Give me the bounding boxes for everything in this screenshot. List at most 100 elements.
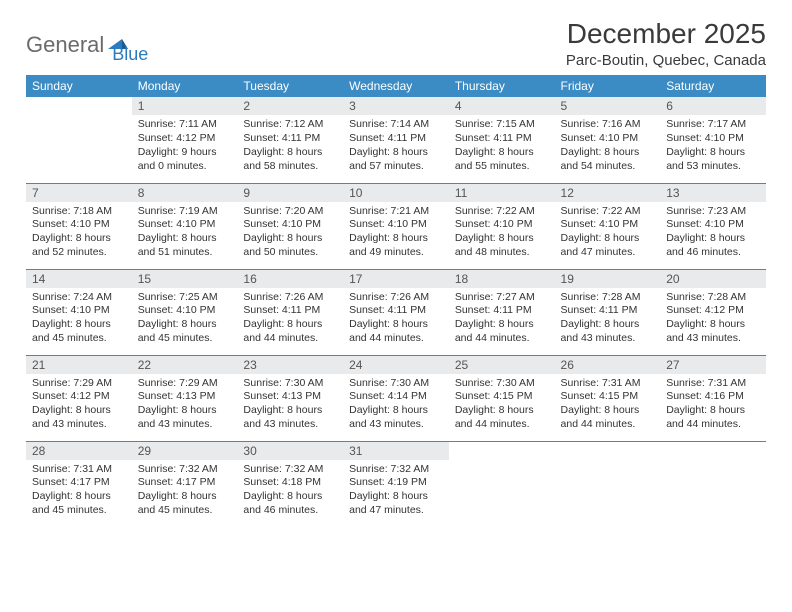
sunrise-text: Sunrise: 7:32 AM (138, 463, 232, 477)
sunrise-text: Sunrise: 7:11 AM (138, 118, 232, 132)
day-cell: 12Sunrise: 7:22 AMSunset: 4:10 PMDayligh… (555, 183, 661, 269)
day-content: Sunrise: 7:14 AMSunset: 4:11 PMDaylight:… (343, 115, 449, 177)
sunset-text: Sunset: 4:10 PM (138, 304, 232, 318)
sunset-text: Sunset: 4:14 PM (349, 390, 443, 404)
daylight-text: Daylight: 8 hours and 44 minutes. (666, 404, 760, 432)
daylight-text: Daylight: 8 hours and 48 minutes. (455, 232, 549, 260)
day-content: Sunrise: 7:32 AMSunset: 4:17 PMDaylight:… (132, 460, 238, 522)
day-number: 23 (237, 356, 343, 374)
sunset-text: Sunset: 4:15 PM (561, 390, 655, 404)
day-content: Sunrise: 7:11 AMSunset: 4:12 PMDaylight:… (132, 115, 238, 177)
sunset-text: Sunset: 4:10 PM (349, 218, 443, 232)
day-content: Sunrise: 7:31 AMSunset: 4:17 PMDaylight:… (26, 460, 132, 522)
day-content: Sunrise: 7:26 AMSunset: 4:11 PMDaylight:… (343, 288, 449, 350)
sunset-text: Sunset: 4:10 PM (455, 218, 549, 232)
sunset-text: Sunset: 4:11 PM (349, 132, 443, 146)
weekday-header: Monday (132, 75, 238, 97)
weekday-header: Sunday (26, 75, 132, 97)
day-cell: 18Sunrise: 7:27 AMSunset: 4:11 PMDayligh… (449, 269, 555, 355)
sunset-text: Sunset: 4:13 PM (138, 390, 232, 404)
day-cell (660, 441, 766, 527)
daylight-text: Daylight: 8 hours and 44 minutes. (455, 404, 549, 432)
day-number: 2 (237, 97, 343, 115)
day-cell: 14Sunrise: 7:24 AMSunset: 4:10 PMDayligh… (26, 269, 132, 355)
day-cell: 19Sunrise: 7:28 AMSunset: 4:11 PMDayligh… (555, 269, 661, 355)
sunrise-text: Sunrise: 7:25 AM (138, 291, 232, 305)
day-content: Sunrise: 7:17 AMSunset: 4:10 PMDaylight:… (660, 115, 766, 177)
day-content: Sunrise: 7:32 AMSunset: 4:19 PMDaylight:… (343, 460, 449, 522)
weekday-header: Friday (555, 75, 661, 97)
calendar-body: 1Sunrise: 7:11 AMSunset: 4:12 PMDaylight… (26, 97, 766, 527)
sunrise-text: Sunrise: 7:30 AM (455, 377, 549, 391)
day-content: Sunrise: 7:22 AMSunset: 4:10 PMDaylight:… (449, 202, 555, 264)
day-content: Sunrise: 7:23 AMSunset: 4:10 PMDaylight:… (660, 202, 766, 264)
day-number: 10 (343, 184, 449, 202)
day-number: 25 (449, 356, 555, 374)
day-number: 7 (26, 184, 132, 202)
day-cell: 5Sunrise: 7:16 AMSunset: 4:10 PMDaylight… (555, 97, 661, 183)
sunrise-text: Sunrise: 7:31 AM (32, 463, 126, 477)
sunrise-text: Sunrise: 7:28 AM (666, 291, 760, 305)
day-number: 30 (237, 442, 343, 460)
day-cell (555, 441, 661, 527)
weekday-header: Saturday (660, 75, 766, 97)
day-cell: 27Sunrise: 7:31 AMSunset: 4:16 PMDayligh… (660, 355, 766, 441)
sunset-text: Sunset: 4:12 PM (666, 304, 760, 318)
day-number: 18 (449, 270, 555, 288)
day-content: Sunrise: 7:31 AMSunset: 4:15 PMDaylight:… (555, 374, 661, 436)
day-content: Sunrise: 7:18 AMSunset: 4:10 PMDaylight:… (26, 202, 132, 264)
day-cell: 2Sunrise: 7:12 AMSunset: 4:11 PMDaylight… (237, 97, 343, 183)
weekday-header: Tuesday (237, 75, 343, 97)
day-cell: 15Sunrise: 7:25 AMSunset: 4:10 PMDayligh… (132, 269, 238, 355)
sunset-text: Sunset: 4:11 PM (455, 304, 549, 318)
day-cell: 30Sunrise: 7:32 AMSunset: 4:18 PMDayligh… (237, 441, 343, 527)
sunrise-text: Sunrise: 7:19 AM (138, 205, 232, 219)
logo: General Blue (26, 18, 148, 65)
sunrise-text: Sunrise: 7:28 AM (561, 291, 655, 305)
day-cell: 11Sunrise: 7:22 AMSunset: 4:10 PMDayligh… (449, 183, 555, 269)
day-number: 14 (26, 270, 132, 288)
sunrise-text: Sunrise: 7:20 AM (243, 205, 337, 219)
daylight-text: Daylight: 8 hours and 52 minutes. (32, 232, 126, 260)
day-cell: 31Sunrise: 7:32 AMSunset: 4:19 PMDayligh… (343, 441, 449, 527)
week-row: 28Sunrise: 7:31 AMSunset: 4:17 PMDayligh… (26, 441, 766, 527)
day-cell: 16Sunrise: 7:26 AMSunset: 4:11 PMDayligh… (237, 269, 343, 355)
day-number: 16 (237, 270, 343, 288)
day-content: Sunrise: 7:30 AMSunset: 4:13 PMDaylight:… (237, 374, 343, 436)
day-number: 27 (660, 356, 766, 374)
day-number: 12 (555, 184, 661, 202)
day-number: 1 (132, 97, 238, 115)
day-content: Sunrise: 7:25 AMSunset: 4:10 PMDaylight:… (132, 288, 238, 350)
day-cell: 26Sunrise: 7:31 AMSunset: 4:15 PMDayligh… (555, 355, 661, 441)
day-content: Sunrise: 7:30 AMSunset: 4:15 PMDaylight:… (449, 374, 555, 436)
sunrise-text: Sunrise: 7:27 AM (455, 291, 549, 305)
sunrise-text: Sunrise: 7:32 AM (349, 463, 443, 477)
day-cell: 24Sunrise: 7:30 AMSunset: 4:14 PMDayligh… (343, 355, 449, 441)
weekday-header: Wednesday (343, 75, 449, 97)
daylight-text: Daylight: 8 hours and 43 minutes. (243, 404, 337, 432)
day-cell: 20Sunrise: 7:28 AMSunset: 4:12 PMDayligh… (660, 269, 766, 355)
sunset-text: Sunset: 4:16 PM (666, 390, 760, 404)
sunrise-text: Sunrise: 7:16 AM (561, 118, 655, 132)
day-number: 3 (343, 97, 449, 115)
month-title: December 2025 (566, 18, 766, 50)
daylight-text: Daylight: 8 hours and 44 minutes. (243, 318, 337, 346)
sunrise-text: Sunrise: 7:17 AM (666, 118, 760, 132)
day-content: Sunrise: 7:26 AMSunset: 4:11 PMDaylight:… (237, 288, 343, 350)
daylight-text: Daylight: 9 hours and 0 minutes. (138, 146, 232, 174)
daylight-text: Daylight: 8 hours and 53 minutes. (666, 146, 760, 174)
day-number: 24 (343, 356, 449, 374)
sunset-text: Sunset: 4:10 PM (666, 132, 760, 146)
sunrise-text: Sunrise: 7:29 AM (32, 377, 126, 391)
calendar-table: Sunday Monday Tuesday Wednesday Thursday… (26, 75, 766, 527)
day-cell: 25Sunrise: 7:30 AMSunset: 4:15 PMDayligh… (449, 355, 555, 441)
week-row: 14Sunrise: 7:24 AMSunset: 4:10 PMDayligh… (26, 269, 766, 355)
day-number: 9 (237, 184, 343, 202)
daylight-text: Daylight: 8 hours and 44 minutes. (561, 404, 655, 432)
day-cell: 3Sunrise: 7:14 AMSunset: 4:11 PMDaylight… (343, 97, 449, 183)
week-row: 7Sunrise: 7:18 AMSunset: 4:10 PMDaylight… (26, 183, 766, 269)
day-content: Sunrise: 7:29 AMSunset: 4:12 PMDaylight:… (26, 374, 132, 436)
day-content: Sunrise: 7:31 AMSunset: 4:16 PMDaylight:… (660, 374, 766, 436)
sunset-text: Sunset: 4:18 PM (243, 476, 337, 490)
sunset-text: Sunset: 4:12 PM (138, 132, 232, 146)
